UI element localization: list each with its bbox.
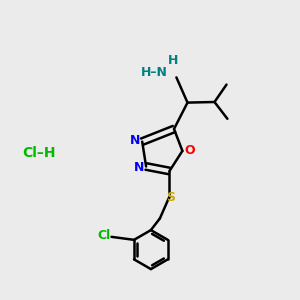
Text: Cl–H: Cl–H: [22, 146, 56, 160]
Text: H: H: [168, 53, 178, 67]
Text: O: O: [184, 144, 195, 158]
Text: Cl: Cl: [98, 229, 111, 242]
Text: S: S: [167, 191, 176, 204]
Text: N: N: [134, 161, 144, 174]
Text: N: N: [130, 134, 140, 148]
Text: H–N: H–N: [141, 65, 168, 79]
